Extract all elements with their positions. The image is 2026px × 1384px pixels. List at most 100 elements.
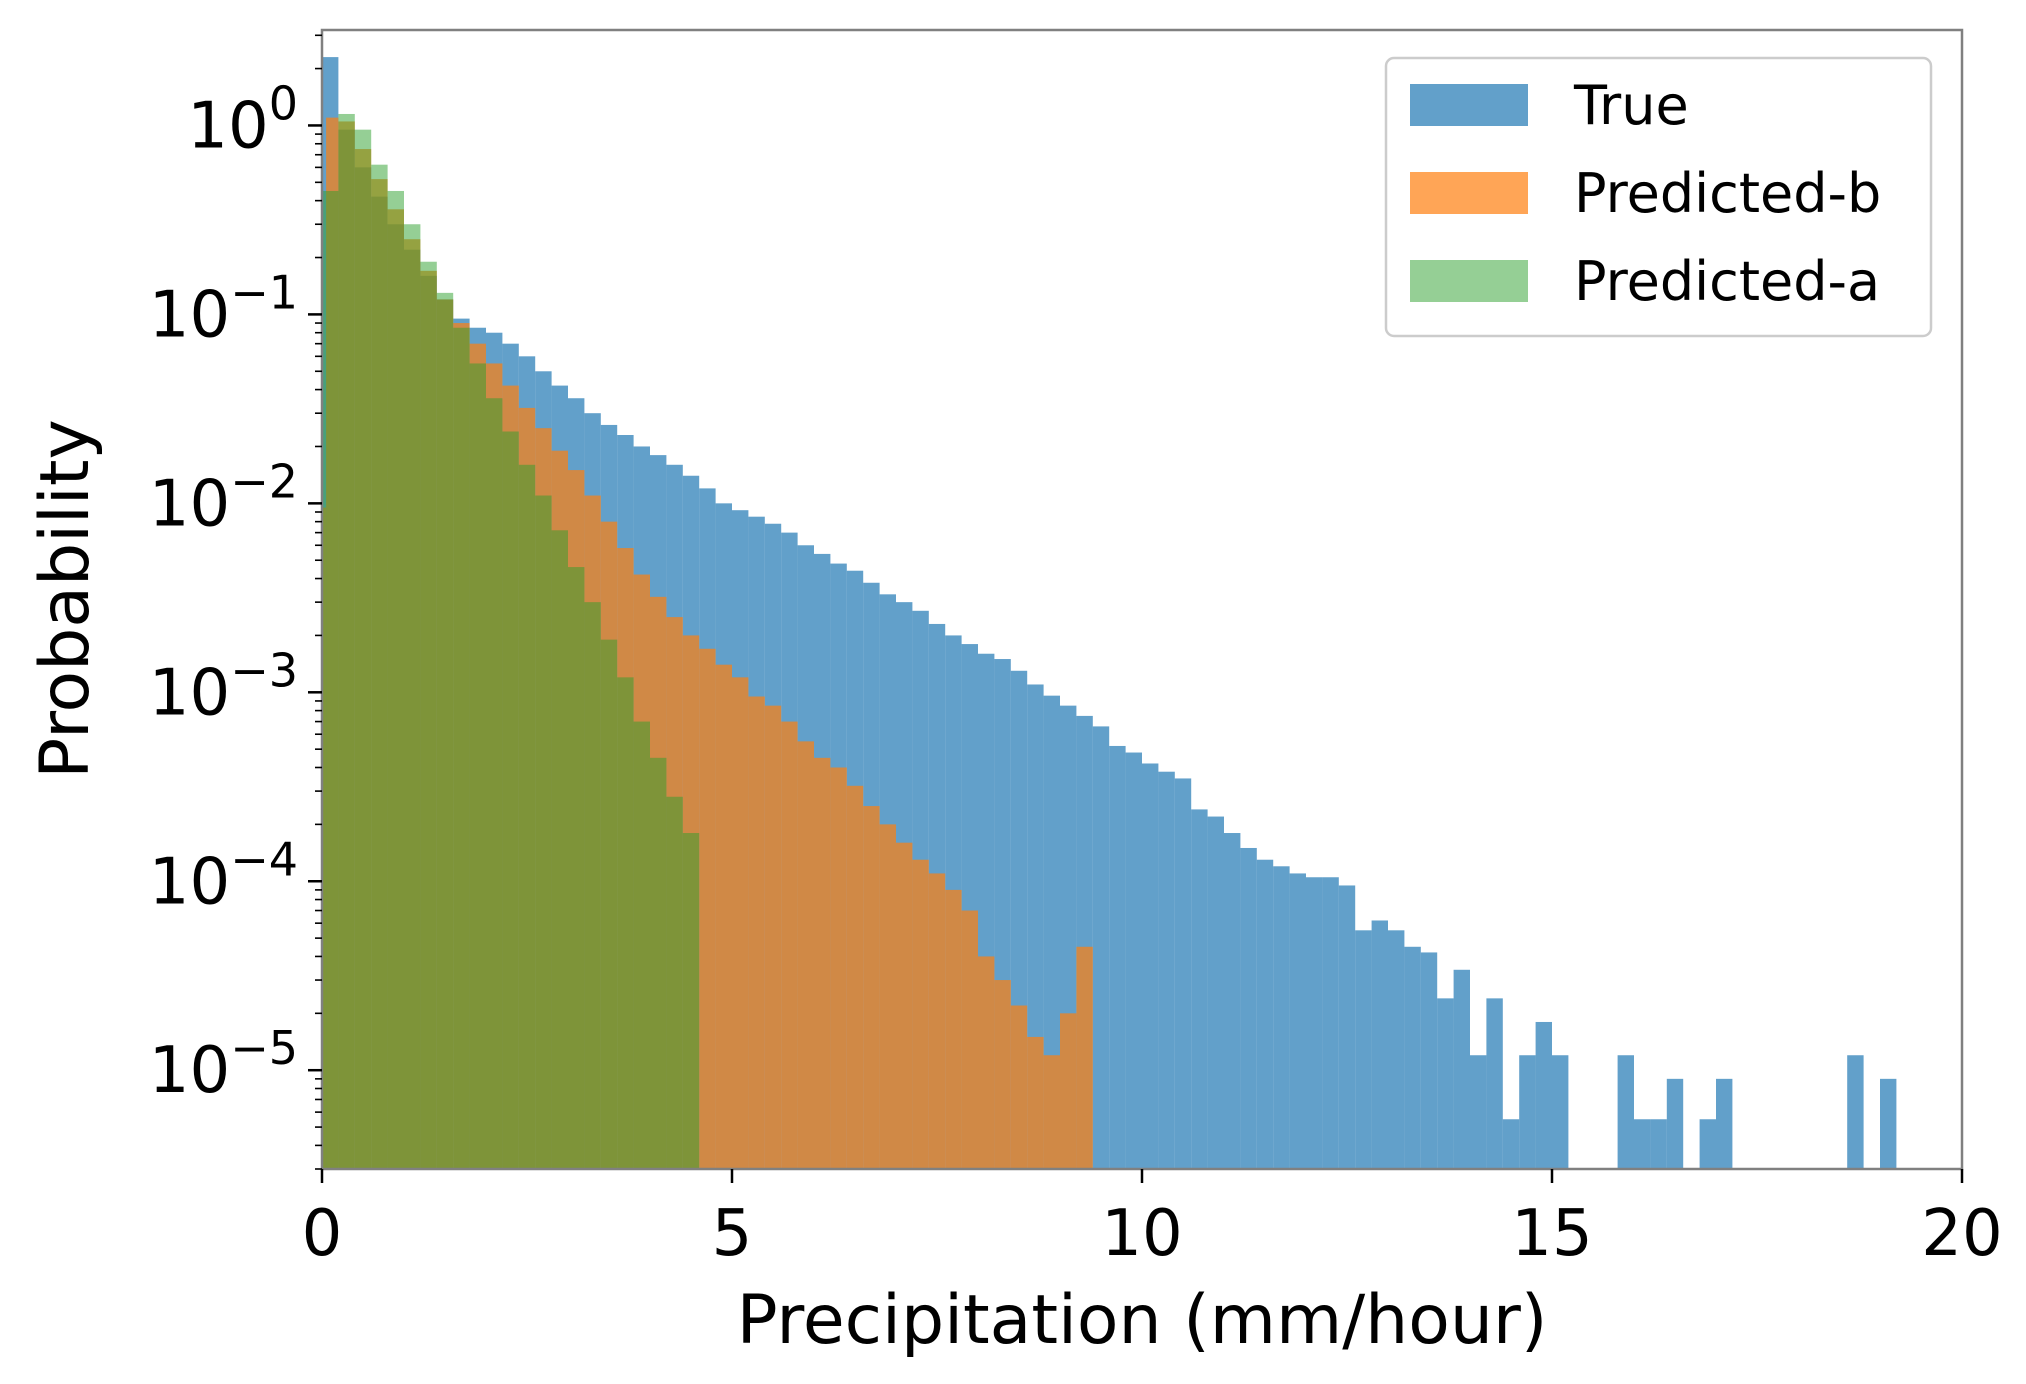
x-axis: 0 5 10 15 20 (302, 1169, 2003, 1271)
bar (354, 129, 372, 1169)
bar (994, 980, 1011, 1169)
bar (1060, 1013, 1077, 1169)
bar (1207, 816, 1224, 1169)
y-tick-label: 10−4 (149, 832, 298, 919)
bar (1306, 877, 1323, 1169)
x-axis-label: Precipitation (mm/hour) (737, 1281, 1548, 1360)
bar (322, 190, 339, 1170)
bar (1174, 778, 1192, 1169)
x-tick-label: 10 (1101, 1197, 1182, 1271)
bar (1371, 920, 1388, 1169)
x-tick-label: 0 (302, 1197, 343, 1271)
bar (1092, 726, 1110, 1169)
bar (1437, 998, 1454, 1169)
bar (732, 677, 749, 1169)
bar (748, 696, 765, 1169)
bar (1470, 1055, 1487, 1169)
bar (1240, 847, 1257, 1169)
x-tick-label: 20 (1921, 1197, 2002, 1271)
bar (1535, 1021, 1552, 1169)
bar (1420, 952, 1438, 1169)
bar (371, 164, 388, 1169)
legend-label: Predicted-b (1574, 162, 1881, 225)
bar (1076, 946, 1093, 1169)
bar (896, 842, 913, 1169)
y-tick-label: 100 (187, 76, 298, 163)
x-tick-label: 15 (1511, 1197, 1592, 1271)
bar (1650, 1119, 1667, 1169)
bar (1256, 859, 1274, 1169)
bar (1109, 745, 1126, 1169)
bar (1142, 763, 1159, 1169)
bar (1273, 866, 1290, 1169)
bar (617, 677, 634, 1169)
x-tick-label: 5 (712, 1197, 753, 1271)
bar (1502, 1119, 1520, 1169)
bar (764, 705, 782, 1169)
legend-label: Predicted-a (1574, 250, 1880, 313)
bar (1486, 998, 1503, 1169)
legend-swatch (1410, 260, 1528, 302)
bar (1617, 1055, 1634, 1169)
bar (486, 398, 503, 1169)
bar (551, 530, 568, 1169)
bar (978, 956, 995, 1169)
y-axis-label: Probability (26, 419, 105, 778)
bar (1191, 809, 1208, 1169)
bar (1338, 885, 1356, 1169)
bars-layer (322, 57, 1897, 1170)
bar (1010, 1005, 1028, 1169)
bar (1388, 930, 1405, 1169)
bar (535, 495, 552, 1169)
bar (469, 363, 486, 1169)
bar (682, 833, 700, 1169)
bar (387, 190, 404, 1170)
bar (715, 664, 732, 1169)
bar (650, 757, 667, 1169)
bar (699, 648, 716, 1169)
y-axis: 100 10−1 10−2 10−3 10−4 10−5 (149, 34, 322, 1170)
bar (518, 464, 536, 1169)
bar (1404, 946, 1421, 1169)
bar (666, 796, 683, 1169)
bar (830, 767, 847, 1169)
legend-label: True (1573, 74, 1689, 137)
bar (1519, 1055, 1536, 1169)
bar (1666, 1078, 1684, 1169)
bar (879, 824, 896, 1169)
bar (584, 602, 601, 1169)
bar (1322, 877, 1339, 1169)
bar (600, 639, 618, 1169)
series-predicted-a (322, 113, 700, 1170)
bar (1880, 1078, 1897, 1169)
bar (945, 889, 962, 1169)
bar (1027, 1036, 1044, 1169)
bar (961, 910, 978, 1169)
bar (1453, 969, 1470, 1169)
bar (1847, 1055, 1864, 1169)
y-tick-label: 10−5 (149, 1021, 298, 1108)
bar (404, 224, 421, 1169)
y-tick-label: 10−3 (149, 643, 298, 730)
bar (814, 757, 831, 1169)
bar (1716, 1078, 1733, 1169)
legend-swatch (1410, 84, 1528, 126)
bar (863, 806, 880, 1169)
bar (928, 873, 946, 1169)
y-tick-label: 10−2 (149, 454, 298, 541)
bar (912, 859, 929, 1169)
bar (1043, 695, 1060, 1169)
bar (436, 292, 454, 1170)
bar (633, 721, 650, 1169)
bar (1158, 771, 1175, 1169)
bar (846, 785, 864, 1169)
bar (1634, 1119, 1651, 1169)
bar (1224, 833, 1241, 1169)
legend-swatch (1410, 172, 1528, 214)
bar (781, 721, 798, 1169)
bar (1125, 752, 1142, 1169)
bar (1355, 930, 1372, 1169)
bar (420, 261, 437, 1169)
bar (1289, 873, 1306, 1169)
